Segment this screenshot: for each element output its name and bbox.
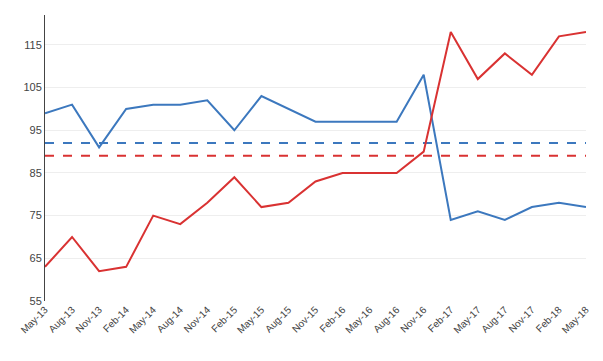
svg-text:Aug-15: Aug-15 (263, 304, 294, 335)
svg-text:Feb-16: Feb-16 (317, 304, 347, 334)
svg-text:Aug-14: Aug-14 (155, 304, 186, 335)
svg-text:Feb-18: Feb-18 (534, 304, 564, 334)
svg-text:Nov-15: Nov-15 (290, 304, 321, 335)
svg-text:May-14: May-14 (127, 304, 159, 336)
svg-text:75: 75 (30, 209, 42, 221)
svg-text:May-16: May-16 (343, 304, 375, 336)
svg-text:May-17: May-17 (451, 304, 483, 336)
svg-text:Nov-13: Nov-13 (73, 304, 104, 335)
svg-text:Nov-17: Nov-17 (506, 304, 537, 335)
svg-text:65: 65 (30, 252, 42, 264)
svg-text:Aug-17: Aug-17 (479, 304, 510, 335)
svg-text:Aug-13: Aug-13 (46, 304, 77, 335)
svg-text:Feb-14: Feb-14 (101, 304, 131, 334)
svg-text:Feb-15: Feb-15 (209, 304, 239, 334)
svg-text:55: 55 (30, 295, 42, 307)
svg-text:95: 95 (30, 124, 42, 136)
svg-text:115: 115 (24, 39, 42, 51)
svg-text:May-15: May-15 (235, 304, 267, 336)
svg-text:Nov-16: Nov-16 (398, 304, 429, 335)
svg-text:Nov-14: Nov-14 (182, 304, 213, 335)
svg-text:Feb-17: Feb-17 (426, 304, 456, 334)
svg-text:85: 85 (30, 167, 42, 179)
svg-text:105: 105 (23, 81, 41, 93)
svg-text:Aug-16: Aug-16 (371, 304, 402, 335)
svg-text:May-18: May-18 (560, 304, 592, 336)
svg-text:May-13: May-13 (19, 304, 51, 336)
